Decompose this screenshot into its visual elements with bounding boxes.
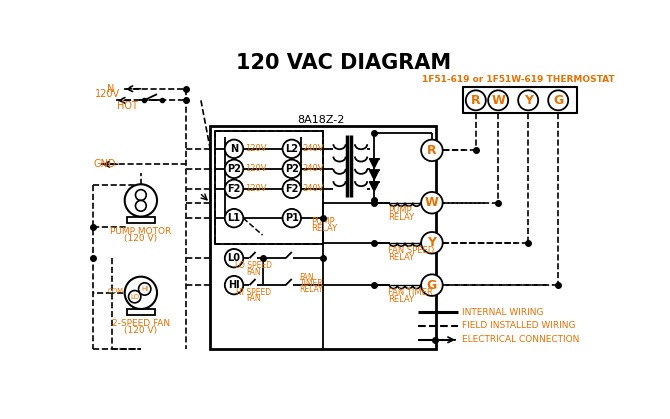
Circle shape [421,274,443,296]
Text: (120 V): (120 V) [125,326,157,335]
Text: 240V: 240V [303,164,324,173]
Text: 120V: 120V [245,164,266,173]
Text: L1: L1 [228,213,241,223]
Text: TIMER: TIMER [299,279,323,288]
Circle shape [225,140,243,158]
Circle shape [135,200,146,211]
Circle shape [225,249,243,267]
Text: INTERNAL WIRING: INTERNAL WIRING [462,308,543,317]
Circle shape [283,140,301,158]
Bar [127,309,155,315]
Text: N: N [107,84,115,94]
Circle shape [283,160,301,178]
Text: P2: P2 [285,164,299,174]
Text: HI: HI [228,280,240,290]
Text: R: R [427,144,437,157]
Circle shape [466,91,486,110]
Text: 8A18Z-2: 8A18Z-2 [297,114,345,124]
Text: 120 VAC DIAGRAM: 120 VAC DIAGRAM [236,53,451,73]
Circle shape [135,190,146,200]
Text: P2: P2 [227,164,241,174]
Circle shape [225,160,243,178]
Text: W: W [491,94,505,107]
Text: FAN: FAN [246,295,261,303]
Circle shape [225,276,243,295]
Text: G: G [427,279,437,292]
Text: R: R [471,94,480,107]
Text: RELAY: RELAY [388,213,414,222]
Text: RELAY: RELAY [388,253,414,262]
Text: 120V: 120V [245,184,266,194]
Circle shape [548,91,568,110]
Text: COM: COM [108,288,124,294]
Text: P1: P1 [285,213,299,223]
Text: Y: Y [427,236,436,249]
Circle shape [421,232,443,253]
Circle shape [488,91,508,110]
Text: RELAY: RELAY [388,295,414,304]
Text: 2-SPEED FAN: 2-SPEED FAN [112,319,170,328]
Text: L0: L0 [228,253,241,263]
Text: FAN SPEED: FAN SPEED [388,246,434,255]
Text: ELECTRICAL CONNECTION: ELECTRICAL CONNECTION [462,335,580,344]
Bar [215,131,322,244]
Polygon shape [370,171,379,180]
Text: FAN: FAN [299,273,314,282]
Text: Y: Y [524,94,533,107]
Text: FIELD INSTALLED WIRING: FIELD INSTALLED WIRING [462,321,576,331]
Circle shape [125,277,157,309]
Text: LO: LO [130,294,139,300]
Text: PUMP: PUMP [311,217,334,226]
Text: 120V: 120V [245,144,266,153]
Text: HOT: HOT [117,101,138,111]
Text: F2: F2 [227,184,241,194]
Circle shape [283,180,301,198]
Text: FAN: FAN [246,268,261,277]
Text: HI: HI [141,286,148,292]
Text: GND: GND [93,159,116,169]
Bar [210,126,436,349]
Text: G: G [553,94,563,107]
Text: (120 V): (120 V) [125,234,157,243]
Circle shape [129,290,141,303]
Circle shape [283,209,301,228]
Circle shape [421,140,443,161]
Text: L2: L2 [285,144,298,154]
Circle shape [225,180,243,198]
Text: LO SPEED: LO SPEED [234,261,272,270]
Text: 240V: 240V [303,144,324,153]
Circle shape [225,209,243,228]
Circle shape [139,283,151,295]
Text: RELAY: RELAY [299,285,323,294]
Circle shape [421,192,443,214]
Text: 1F51-619 or 1F51W-619 THERMOSTAT: 1F51-619 or 1F51W-619 THERMOSTAT [422,75,614,84]
Text: PUMP: PUMP [388,206,411,215]
Bar [127,217,155,223]
Text: 240V: 240V [303,184,324,194]
Polygon shape [370,159,379,168]
Circle shape [125,184,157,217]
Text: PUMP MOTOR: PUMP MOTOR [111,227,172,236]
Circle shape [518,91,538,110]
Text: N: N [230,144,238,154]
Text: HI SPEED: HI SPEED [236,288,271,297]
Text: W: W [425,196,439,209]
Bar [463,87,577,114]
Text: FAN TIMER: FAN TIMER [388,288,433,297]
Text: 120V: 120V [94,89,120,99]
Polygon shape [370,182,379,191]
Text: RELAY: RELAY [311,224,337,233]
Text: F2: F2 [285,184,298,194]
